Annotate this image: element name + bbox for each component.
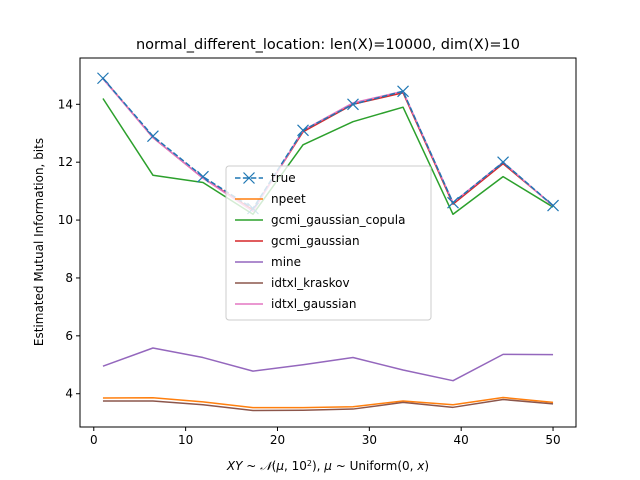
series-line-idtxl-kraskov: [102, 398, 554, 412]
legend-label: gcmi_gaussian: [271, 234, 360, 248]
legend-label: true: [271, 171, 296, 185]
data-point-true: [447, 196, 459, 209]
legend-label: idtxl_kraskov: [271, 276, 350, 290]
data-point-true: [147, 130, 159, 143]
x-tick-label: 10: [178, 433, 193, 447]
y-tick-label: 4: [65, 387, 73, 401]
legend-box: [225, 165, 432, 321]
x-tick-label: 30: [362, 433, 377, 447]
y-tick-label: 8: [65, 271, 73, 285]
chart-title: normal_different_location: len(X)=10000,…: [136, 37, 520, 53]
data-point-true: [497, 156, 509, 169]
data-point-true: [197, 170, 209, 183]
series-line-true: [102, 77, 554, 210]
data-point-true: [547, 199, 559, 212]
x-tick-label: 20: [270, 433, 285, 447]
series-line-gcmi-gaussian-copula: [102, 98, 554, 216]
data-point-true: [297, 124, 309, 137]
y-tick-label: 6: [65, 329, 73, 343]
legend: true npeet gcmi_gaussian_copula gcmi_gaussi…: [225, 165, 432, 321]
data-point-true: [397, 85, 409, 98]
legend-label: mine: [271, 255, 301, 269]
legend-item-gcmi-gaussian-copula: gcmi_gaussian_copula: [235, 213, 405, 227]
data-point-true: [97, 72, 109, 85]
x-tick-label: 50: [545, 433, 560, 447]
legend-item-npeet: npeet: [235, 192, 306, 206]
x-tick-label: 40: [454, 433, 469, 447]
series-line-npeet: [102, 396, 554, 409]
legend-item-true: true: [235, 171, 296, 185]
plot-frame: [79, 57, 577, 428]
y-tick-label: 10: [58, 213, 73, 227]
y-axis-label: Estimated Mutual Information, bits: [32, 138, 46, 346]
legend-item-idtxl-gaussian: idtxl_gaussian: [235, 297, 356, 311]
ticks-layer: 0 10 20 30 40 50 4 6 8 10 12 14: [58, 97, 561, 447]
legend-label: gcmi_gaussian_copula: [271, 213, 405, 227]
legend-item-idtxl-kraskov: idtxl_kraskov: [235, 276, 350, 290]
legend-item-gcmi-gaussian: gcmi_gaussian: [235, 234, 360, 248]
y-tick-label: 12: [58, 155, 73, 169]
legend-label: npeet: [271, 192, 306, 206]
legend-label: idtxl_gaussian: [271, 297, 356, 311]
series-layer: [97, 72, 559, 412]
x-axis-label: XY ~ 𝒩(μ, 102), μ ~ Uniform(0, x): [226, 459, 429, 474]
legend-item-mine: mine: [235, 255, 301, 269]
y-tick-label: 14: [58, 97, 73, 111]
data-point-true: [347, 98, 359, 111]
series-line-mine: [102, 347, 554, 382]
x-tick-label: 0: [90, 433, 98, 447]
